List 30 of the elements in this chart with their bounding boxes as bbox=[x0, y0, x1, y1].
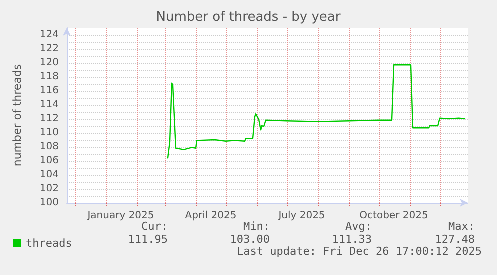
y-axis-title: number of threads bbox=[11, 64, 24, 167]
text: 111.95 bbox=[128, 233, 168, 246]
y-tick-label: 102 bbox=[40, 184, 59, 194]
text: Max: bbox=[448, 220, 475, 233]
y-tick-label: 120 bbox=[40, 58, 59, 68]
chart-title: Number of threads - by year bbox=[156, 10, 342, 25]
text: Cur: bbox=[142, 220, 168, 233]
legend-label: threads bbox=[26, 237, 72, 250]
y-tick-label: 118 bbox=[40, 72, 59, 82]
text: 111.33 bbox=[332, 233, 372, 246]
text: Min: bbox=[244, 220, 270, 233]
text: 127.48 bbox=[435, 233, 475, 246]
y-tick-label: 106 bbox=[40, 156, 59, 166]
x-tick-label: April 2025 bbox=[185, 210, 237, 222]
text: Avg: bbox=[346, 220, 372, 233]
x-tick-label: July 2025 bbox=[278, 210, 326, 222]
y-tick-label: 124 bbox=[40, 30, 59, 40]
y-tick-label: 122 bbox=[40, 44, 59, 54]
x-tick-label: October 2025 bbox=[360, 210, 428, 222]
y-tick-label: 108 bbox=[40, 142, 59, 152]
x-tick-label: January 2025 bbox=[86, 210, 154, 222]
y-tick-label: 112 bbox=[40, 114, 59, 124]
y-tick-label: 116 bbox=[40, 86, 59, 96]
y-tick-label: 114 bbox=[40, 100, 59, 110]
line-series bbox=[167, 64, 466, 159]
y-tick-label: 100 bbox=[40, 198, 59, 208]
text: Last update: Fri Dec 26 17:00:12 2025 bbox=[236, 245, 482, 258]
text: 103.00 bbox=[230, 233, 270, 246]
y-tick-label: 110 bbox=[40, 128, 59, 138]
y-tick-label: 104 bbox=[40, 170, 59, 180]
